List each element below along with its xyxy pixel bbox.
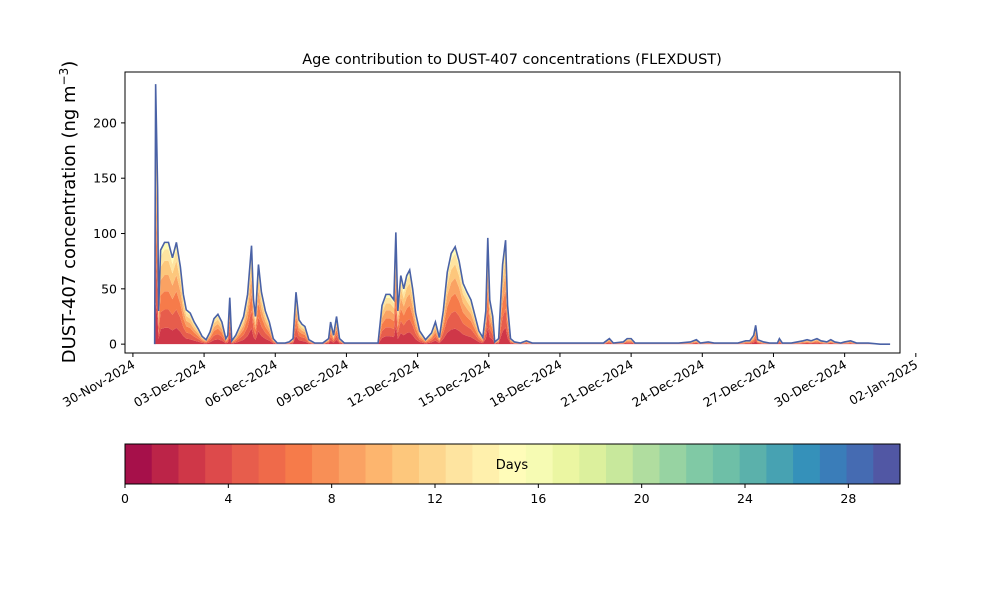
x-tick-label: 12-Dec-2024 [345, 357, 423, 410]
y-tick-label: 50 [101, 281, 117, 296]
x-tick-label: 18-Dec-2024 [487, 357, 565, 410]
plot-frame [124, 71, 901, 354]
colorbar-segment [846, 444, 874, 484]
y-tick-label: 0 [109, 337, 117, 352]
colorbar-segment [819, 444, 848, 484]
colorbar-tick-label: 16 [530, 491, 546, 506]
y-axis-label-superscript: −3 [57, 68, 71, 86]
colorbar-segment [525, 444, 554, 484]
colorbar-segment [793, 444, 821, 484]
x-axis-ticks: 30-Nov-202403-Dec-202406-Dec-202409-Dec-… [60, 353, 920, 410]
colorbar-segment [686, 444, 714, 484]
colorbar-frame [124, 443, 901, 485]
colorbar-segment [125, 444, 153, 484]
chart-title: Age contribution to DUST-407 concentrati… [302, 52, 722, 68]
x-tick-label: 02-Jan-2025 [846, 357, 920, 408]
y-axis-label-close: ) [59, 61, 80, 68]
x-tick-label: 06-Dec-2024 [202, 357, 280, 410]
x-tick-label: 27-Dec-2024 [700, 357, 778, 410]
x-tick-label: 15-Dec-2024 [416, 357, 494, 410]
x-tick-label: 09-Dec-2024 [273, 357, 351, 410]
colorbar-segment [552, 444, 580, 484]
colorbar-segment [231, 444, 260, 484]
colorbar-tick-label: 24 [737, 491, 753, 506]
series-line-total [153, 84, 891, 345]
colorbar-tick-label: 12 [427, 491, 443, 506]
y-tick-label: 150 [93, 171, 117, 186]
colorbar-segment [712, 444, 741, 484]
y-tick-label: 200 [93, 115, 117, 130]
age-stack-areas [154, 84, 891, 345]
colorbar-segment [766, 444, 794, 484]
colorbar [124, 443, 901, 485]
y-tick-label: 100 [93, 226, 117, 241]
colorbar-segment [418, 444, 447, 484]
colorbar-segment [178, 444, 206, 484]
y-axis-ticks: 0 50 100 150 200 [93, 115, 125, 352]
colorbar-segment [472, 444, 500, 484]
colorbar-segment [499, 444, 527, 484]
x-tick-label: 24-Dec-2024 [629, 357, 707, 410]
x-tick-label: 21-Dec-2024 [558, 357, 636, 410]
colorbar-tick-label: 28 [840, 491, 856, 506]
x-tick-label: 30-Dec-2024 [772, 357, 850, 410]
colorbar-segment [873, 444, 901, 484]
colorbar-tick-label: 0 [121, 491, 129, 506]
colorbar-segment [205, 444, 233, 484]
colorbar-segment [659, 444, 687, 484]
colorbar-label: Days [496, 458, 529, 473]
y-axis-label: DUST-407 concentration (ng m−3) [57, 61, 80, 364]
colorbar-segment [338, 444, 367, 484]
colorbar-segment [258, 444, 286, 484]
age-band-6 [154, 84, 891, 345]
colorbar-segment [151, 444, 180, 484]
colorbar-segment [285, 444, 313, 484]
colorbar-tick-label: 4 [224, 491, 232, 506]
colorbar-ticks: 0 4 8 12 16 20 24 28 [121, 484, 856, 506]
colorbar-segment [312, 444, 340, 484]
x-tick-label: 30-Nov-2024 [60, 357, 138, 410]
colorbar-segment [392, 444, 420, 484]
colorbar-tick-label: 8 [328, 491, 336, 506]
x-tick-label: 03-Dec-2024 [131, 357, 209, 410]
y-axis-label-main: DUST-407 concentration (ng m [59, 85, 80, 363]
colorbar-tick-label: 20 [634, 491, 650, 506]
colorbar-segment [579, 444, 607, 484]
colorbar-segment [606, 444, 634, 484]
colorbar-segment [365, 444, 393, 484]
colorbar-segment [632, 444, 661, 484]
colorbar-segment [739, 444, 767, 484]
colorbar-segment [445, 444, 474, 484]
